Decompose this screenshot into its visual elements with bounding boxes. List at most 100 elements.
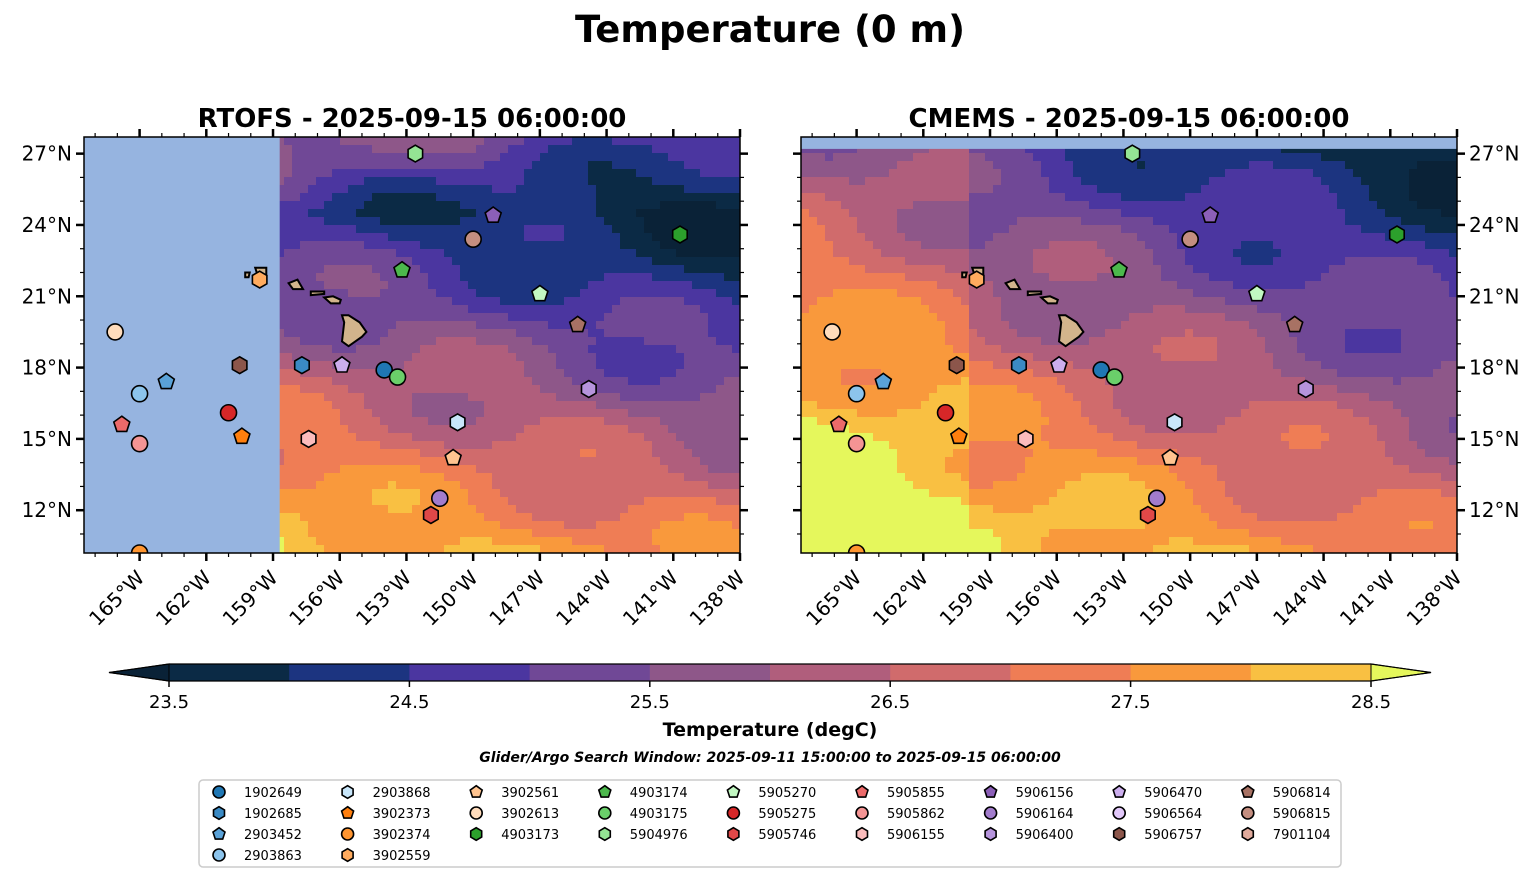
field-cell <box>356 137 365 146</box>
field-cell <box>300 505 309 514</box>
field-cell <box>476 401 485 410</box>
field-cell <box>881 153 890 162</box>
field-cell <box>316 137 325 146</box>
field-cell <box>1001 169 1010 178</box>
x-tick-label: 138°W <box>685 565 750 630</box>
field-cell <box>308 297 317 306</box>
field-cell <box>380 449 389 458</box>
field-cell <box>460 297 469 306</box>
field-cell <box>644 249 653 258</box>
field-cell <box>316 345 325 354</box>
field-cell <box>292 225 301 234</box>
field-cell <box>500 377 509 386</box>
field-cell <box>476 489 485 498</box>
field-cell <box>292 353 301 362</box>
field-cell <box>460 521 469 530</box>
field-cell <box>1249 185 1258 194</box>
field-cell <box>428 345 437 354</box>
field-cell <box>652 489 661 498</box>
field-cell <box>1337 145 1346 154</box>
field-cell <box>548 329 557 338</box>
field-cell <box>324 393 333 402</box>
field-cell <box>700 217 709 226</box>
field-cell <box>412 361 421 370</box>
field-cell <box>1265 161 1274 170</box>
field-cell <box>516 257 525 266</box>
field-cell <box>460 537 469 546</box>
field-cell <box>364 209 373 218</box>
field-cell <box>612 177 621 186</box>
field-cell <box>324 521 333 530</box>
field-cell <box>548 449 557 458</box>
field-cell <box>404 489 413 498</box>
field-cell <box>476 313 485 322</box>
field-cell <box>556 473 565 482</box>
field-cell <box>692 153 701 162</box>
y-tick-label: 21°N <box>22 284 72 308</box>
field-cell <box>364 377 373 386</box>
field-cell <box>420 281 429 290</box>
field-cell <box>1329 185 1338 194</box>
field-cell <box>460 321 469 330</box>
float-marker-2903452 <box>157 372 176 390</box>
field-cell <box>444 393 453 402</box>
field-cell <box>308 257 317 266</box>
field-cell <box>420 521 429 530</box>
field-cell <box>548 369 557 378</box>
field-cell <box>284 297 293 306</box>
field-cell <box>332 337 341 346</box>
field-cell <box>596 137 605 146</box>
field-cell <box>564 361 573 370</box>
field-cell <box>316 225 325 234</box>
field-cell <box>332 153 341 162</box>
field-cell <box>668 305 677 314</box>
field-cell <box>604 161 613 170</box>
field-cell <box>532 321 541 330</box>
field-cell <box>308 449 317 458</box>
field-cell <box>676 257 685 266</box>
field-cell <box>324 145 333 154</box>
field-cell <box>620 257 629 266</box>
field-cell <box>556 249 565 258</box>
field-cell <box>580 481 589 490</box>
field-cell <box>652 417 661 426</box>
field-cell <box>324 257 333 266</box>
field-cell <box>532 361 541 370</box>
field-cell <box>524 177 533 186</box>
field-cell <box>604 457 613 466</box>
field-cell <box>1161 153 1170 162</box>
field-cell <box>708 385 717 394</box>
field-cell <box>412 449 421 458</box>
field-cell <box>284 529 293 538</box>
field-cell <box>1033 153 1042 162</box>
field-cell <box>668 449 677 458</box>
field-cell <box>1233 161 1242 170</box>
field-cell <box>724 417 733 426</box>
field-cell <box>969 145 978 154</box>
float-marker-4903173 <box>671 225 689 244</box>
field-cell <box>1257 153 1266 162</box>
field-cell <box>380 201 389 210</box>
field-cell <box>372 409 381 418</box>
field-cell <box>324 193 333 202</box>
field-cell <box>732 273 740 282</box>
field-cell <box>420 193 429 202</box>
field-cell <box>324 497 333 506</box>
field-cell <box>564 441 573 450</box>
field-cell <box>1337 185 1346 194</box>
field-cell <box>316 201 325 210</box>
field-cell <box>540 185 549 194</box>
field-cell <box>308 273 317 282</box>
field-cell <box>652 217 661 226</box>
field-cell <box>364 193 373 202</box>
field-cell <box>612 385 621 394</box>
field-cell <box>308 145 317 154</box>
field-cell <box>420 241 429 250</box>
field-cell <box>508 137 517 146</box>
field-cell <box>865 161 874 170</box>
field-cell <box>292 241 301 250</box>
field-cell <box>580 217 589 226</box>
field-cell <box>660 145 669 154</box>
field-cell <box>364 241 373 250</box>
field-cell <box>500 313 509 322</box>
